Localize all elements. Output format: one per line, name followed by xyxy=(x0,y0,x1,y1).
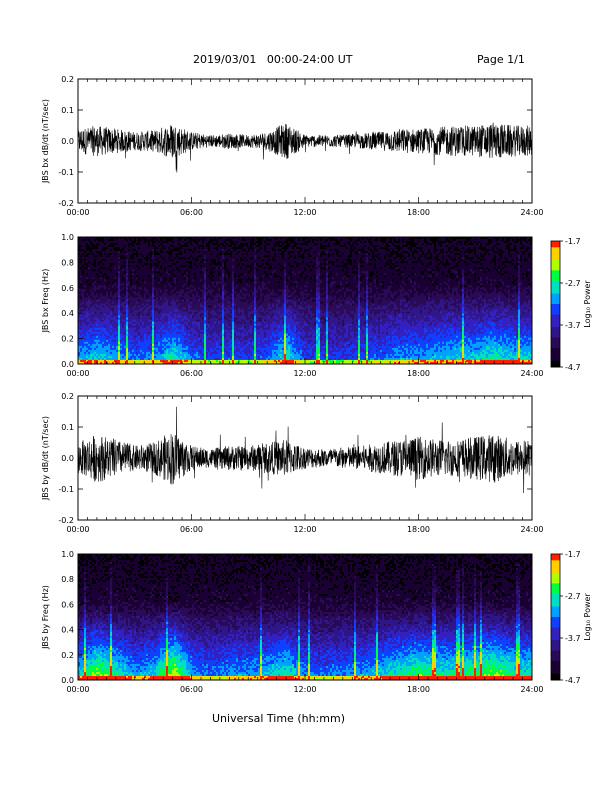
y-tick-label: -0.1 xyxy=(58,168,74,177)
x-tick-label: 12:00 xyxy=(293,208,316,217)
y-axis-label: JBS by dB/dt (nT/sec) xyxy=(41,416,50,501)
y-tick-label: 0.6 xyxy=(61,284,74,293)
x-tick-label: 12:00 xyxy=(293,369,316,378)
x-tick-label: 18:00 xyxy=(407,369,430,378)
y-tick-label: 1.0 xyxy=(61,233,74,242)
colorbar-label: Log₁₀ Power xyxy=(583,280,592,328)
y-tick-label: 0.0 xyxy=(61,454,74,463)
y-tick-label: 0.8 xyxy=(61,258,74,267)
y-axis-label: JBS bx Freq (Hz) xyxy=(41,269,50,334)
x-tick-label: 24:00 xyxy=(520,369,543,378)
x-tick-label: 12:00 xyxy=(293,685,316,694)
x-tick-label: 24:00 xyxy=(520,208,543,217)
y-tick-label: 0.2 xyxy=(61,651,74,660)
y-tick-label: 0.1 xyxy=(61,423,74,432)
signal-trace xyxy=(78,123,532,173)
y-tick-label: -0.2 xyxy=(58,516,74,525)
colorbar-tick-label: -2.7 xyxy=(565,592,581,601)
colorbar-tick-label: -4.7 xyxy=(565,676,581,685)
x-tick-label: 18:00 xyxy=(407,685,430,694)
y-tick-label: 0.6 xyxy=(61,600,74,609)
colorbar-tick-label: -3.7 xyxy=(565,634,581,643)
colorbar-tick-label: -4.7 xyxy=(565,363,581,372)
y-tick-label: 0.2 xyxy=(61,75,74,84)
y-tick-label: 0.0 xyxy=(61,360,74,369)
signal-trace xyxy=(78,407,532,493)
y-tick-label: 0.0 xyxy=(61,137,74,146)
spectrogram xyxy=(78,554,532,680)
y-axis-label: JBS by Freq (Hz) xyxy=(41,585,50,650)
x-tick-label: 00:00 xyxy=(66,369,89,378)
y-tick-label: 0.1 xyxy=(61,106,74,115)
colorbar-tick-label: -2.7 xyxy=(565,279,581,288)
colorbar-tick-label: -3.7 xyxy=(565,321,581,330)
y-tick-label: 0.8 xyxy=(61,575,74,584)
y-tick-label: 0.4 xyxy=(61,626,74,635)
x-tick-label: 06:00 xyxy=(180,525,203,534)
colorbar-tick-label: -1.7 xyxy=(565,237,581,246)
x-axis-title: Universal Time (hh:mm) xyxy=(212,712,345,725)
y-axis-label: JBS bx dB/dt (nT/sec) xyxy=(41,99,50,184)
x-tick-label: 00:00 xyxy=(66,685,89,694)
x-tick-label: 00:00 xyxy=(66,208,89,217)
x-tick-label: 00:00 xyxy=(66,525,89,534)
x-tick-label: 06:00 xyxy=(180,685,203,694)
y-tick-label: 1.0 xyxy=(61,550,74,559)
x-tick-label: 12:00 xyxy=(293,525,316,534)
colorbar-label: Log₁₀ Power xyxy=(583,593,592,641)
y-tick-label: -0.2 xyxy=(58,199,74,208)
x-tick-label: 06:00 xyxy=(180,208,203,217)
x-tick-label: 18:00 xyxy=(407,208,430,217)
y-tick-label: 0.2 xyxy=(61,392,74,401)
y-tick-label: 0.0 xyxy=(61,676,74,685)
y-tick-label: 0.2 xyxy=(61,335,74,344)
x-tick-label: 18:00 xyxy=(407,525,430,534)
x-tick-label: 24:00 xyxy=(520,525,543,534)
y-tick-label: 0.4 xyxy=(61,309,74,318)
x-tick-label: 06:00 xyxy=(180,369,203,378)
colorbar-tick-label: -1.7 xyxy=(565,550,581,559)
spectrogram xyxy=(78,237,532,364)
x-tick-label: 24:00 xyxy=(520,685,543,694)
y-tick-label: -0.1 xyxy=(58,485,74,494)
